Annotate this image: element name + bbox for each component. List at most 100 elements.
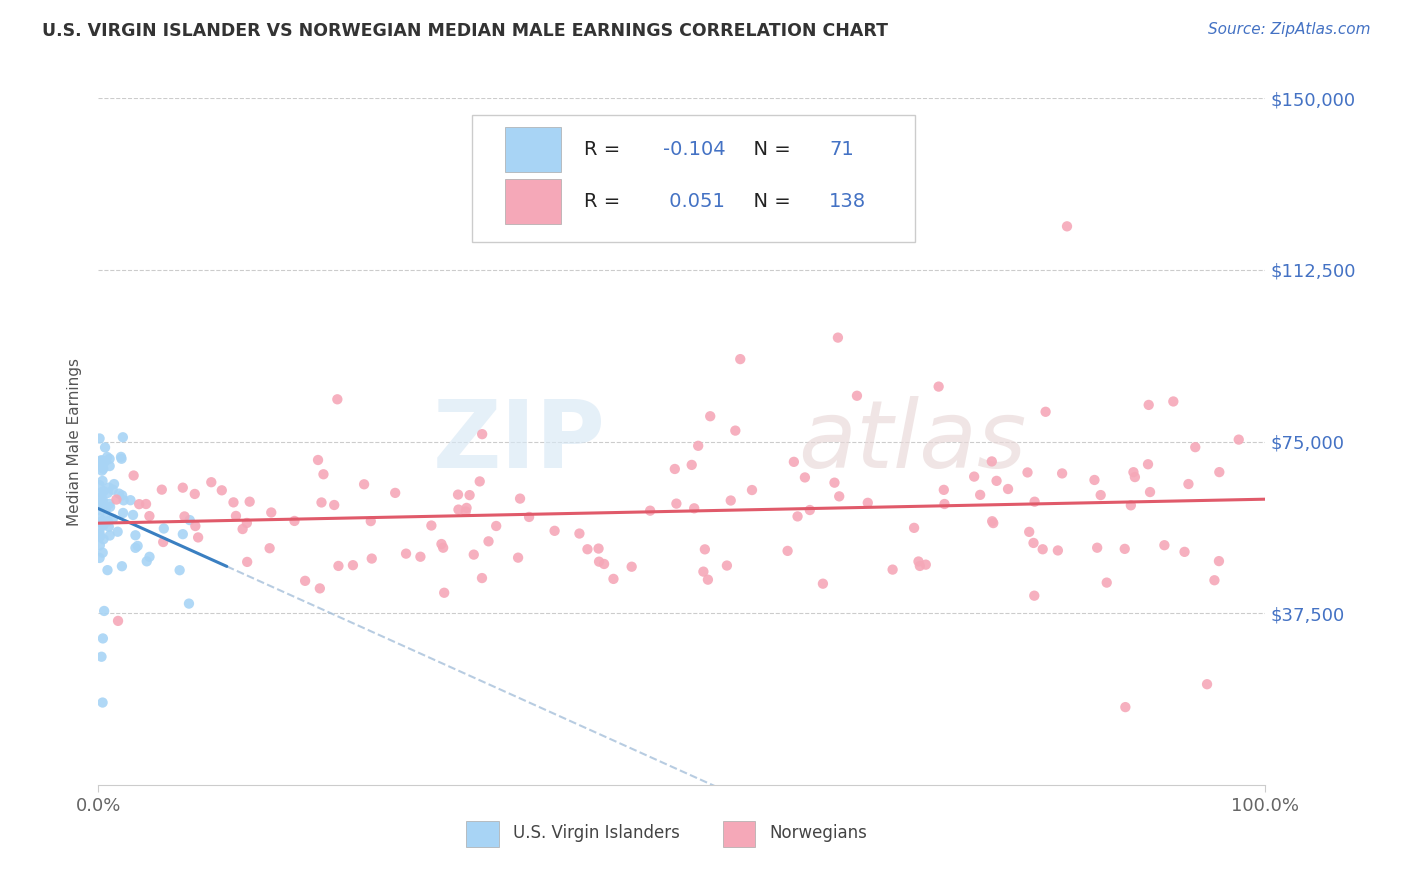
Point [576,542,599,557]
Point [1050,467,1073,481]
Point [1114,541,1136,556]
Point [981,514,1004,528]
Point [91,474,114,488]
Point [683,501,706,516]
Point [506,550,529,565]
Point [187,530,209,544]
Text: R =: R = [583,192,627,211]
Point [90,456,112,470]
Point [98,500,121,514]
Point [568,526,591,541]
Point [172,527,194,541]
Point [1024,589,1046,603]
FancyBboxPatch shape [505,179,561,224]
Point [432,541,454,555]
Point [91,696,114,710]
Point [135,497,157,511]
Point [1083,473,1105,487]
Point [409,549,432,564]
Point [471,571,494,585]
Point [1184,440,1206,454]
Point [90,649,112,664]
Point [294,574,316,588]
Point [824,475,846,490]
Point [96,563,118,577]
Point [91,632,114,646]
Point [91,546,114,560]
Point [1119,499,1142,513]
Point [981,516,1004,530]
Point [98,451,121,466]
Point [110,450,132,464]
Point [1204,574,1226,588]
Point [122,468,145,483]
Point [1022,536,1045,550]
Point [222,495,245,509]
Point [107,524,129,539]
Point [716,558,738,573]
Point [693,542,716,557]
Point [98,528,121,542]
Point [260,506,283,520]
Point [94,511,117,525]
Point [699,409,721,424]
Point [124,541,146,555]
Point [91,494,114,508]
Point [200,475,222,490]
Point [903,521,925,535]
Point [509,491,531,506]
Point [827,330,849,344]
Point [89,511,111,525]
Point [783,455,806,469]
Point [384,486,406,500]
Point [665,497,688,511]
Text: 138: 138 [830,192,866,211]
Point [1114,700,1136,714]
Point [177,597,200,611]
Point [232,522,254,536]
Point [1018,524,1040,539]
Point [986,474,1008,488]
Point [93,484,115,499]
Point [463,548,485,562]
Point [1032,542,1054,557]
Point [1163,394,1185,409]
Point [93,532,115,546]
Point [111,559,134,574]
Point [360,514,382,528]
Point [152,535,174,549]
Point [681,458,703,472]
Point [963,469,986,483]
Point [1024,494,1046,508]
Point [908,558,931,573]
Point [588,541,610,556]
Text: ZIP: ZIP [433,395,606,488]
FancyBboxPatch shape [465,821,499,847]
Point [103,477,125,491]
Point [236,555,259,569]
Point [741,483,763,497]
Point [471,427,494,442]
Point [1046,543,1069,558]
Point [430,537,453,551]
Point [934,497,956,511]
Point [969,488,991,502]
Point [112,506,135,520]
Point [135,554,157,568]
Point [1085,541,1108,555]
Point [312,467,335,482]
Point [1195,677,1218,691]
Point [91,493,114,508]
Point [90,485,112,500]
Point [89,538,111,552]
Point [907,554,929,568]
Point [688,439,710,453]
Point [1017,466,1039,480]
Point [111,430,134,444]
Point [517,510,540,524]
Point [458,488,481,502]
Point [89,432,111,446]
Point [696,573,718,587]
FancyBboxPatch shape [505,128,561,172]
Point [928,379,950,393]
